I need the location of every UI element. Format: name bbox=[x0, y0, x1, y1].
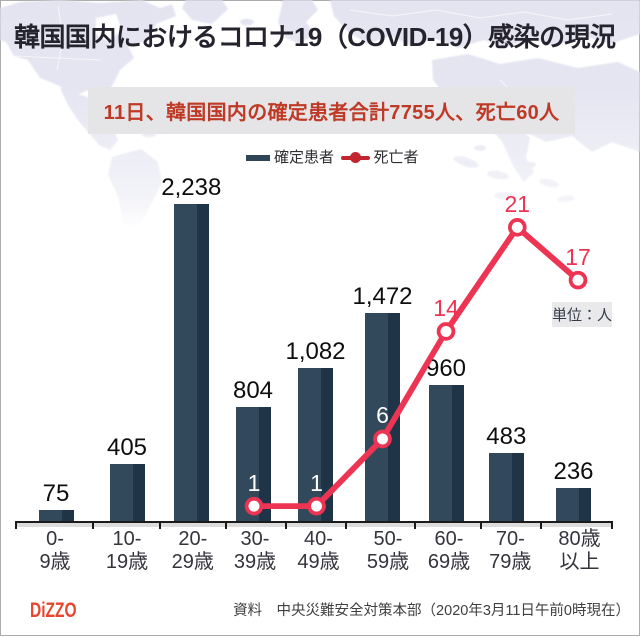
x-axis-shadow bbox=[15, 523, 611, 527]
bar-value-60-69歳: 960 bbox=[425, 355, 467, 382]
x-axis-label-80歳以上: 80歳 以上 bbox=[535, 528, 625, 574]
x-axis-label-60-69歳: 60- 69歳 bbox=[404, 528, 494, 574]
confirmed-legend-swatch bbox=[245, 154, 270, 161]
summary-banner: 11日、韓国国内の確定患者合計7755人、死亡60人 bbox=[88, 87, 575, 134]
bar-value-40-49歳: 1,082 bbox=[285, 338, 346, 365]
bar-shade bbox=[451, 385, 464, 521]
x-axis-tick-6 bbox=[414, 521, 416, 529]
x-axis-tick-7 bbox=[480, 521, 482, 529]
bar-shade bbox=[61, 510, 74, 521]
deaths-value-60-69歳: 14 bbox=[433, 294, 459, 321]
deaths-marker-80歳以上 bbox=[568, 270, 588, 290]
bar-30-39歳 bbox=[235, 407, 271, 521]
x-axis-label-line: 19歳 bbox=[105, 551, 149, 573]
bar-value-70-79歳: 483 bbox=[486, 423, 527, 450]
deaths-legend-label: 死亡者 bbox=[373, 148, 419, 166]
x-axis-tick-3 bbox=[224, 521, 227, 529]
x-axis-tick-1 bbox=[92, 521, 94, 529]
x-axis-tick-5 bbox=[345, 521, 347, 529]
x-axis-line bbox=[15, 521, 613, 523]
x-axis-label-line: 80歳 bbox=[558, 528, 601, 550]
x-axis-label-40-49歳: 40- 49歳 bbox=[274, 528, 364, 574]
bar-value-10-19歳: 405 bbox=[106, 434, 148, 461]
bar-value-20-29歳: 2,238 bbox=[161, 174, 222, 201]
x-axis-label-0-9歳: 0- 9歳 bbox=[10, 528, 100, 574]
x-axis-label-line: 69歳 bbox=[427, 551, 471, 573]
x-axis-tick-9 bbox=[611, 521, 613, 529]
x-axis-label-line: 30- bbox=[240, 528, 270, 550]
deaths-marker-60-69歳 bbox=[436, 322, 456, 341]
deaths-value-30-39歳: 1 bbox=[247, 469, 261, 496]
deaths-marker-70-79歳 bbox=[507, 218, 527, 237]
page-title: 韓国国内におけるコロナ19（COVID-19）感染の現況 bbox=[14, 22, 616, 52]
bar-shade bbox=[196, 204, 209, 521]
x-axis-label-line: 10- bbox=[112, 528, 142, 550]
x-axis-label-line: 20- bbox=[178, 528, 208, 550]
x-axis-tick-2 bbox=[158, 521, 161, 529]
x-axis-tick-8 bbox=[540, 521, 542, 529]
x-axis-label-line: 39歳 bbox=[233, 551, 277, 573]
x-axis-label-line: 0- bbox=[46, 528, 64, 550]
x-axis-label-line: 49歳 bbox=[297, 551, 340, 573]
bar-shade bbox=[321, 368, 333, 521]
x-axis-label-line: 70- bbox=[495, 528, 525, 550]
deaths-value-80歳以上: 17 bbox=[565, 243, 591, 270]
x-axis-tick-4 bbox=[285, 521, 287, 529]
bar-shade bbox=[132, 464, 145, 521]
bar-40-49歳 bbox=[298, 368, 333, 521]
bar-20-29歳 bbox=[173, 204, 209, 521]
bar-shade bbox=[258, 407, 271, 521]
dizzo-logo: DiZZO bbox=[30, 599, 77, 622]
summary-banner-text: 11日、韓国国内の確定患者合計7755人、死亡60人 bbox=[103, 102, 560, 124]
x-axis-label-line: 29歳 bbox=[171, 551, 214, 573]
x-axis-label-line: 40- bbox=[304, 528, 333, 550]
bar-10-19歳 bbox=[109, 464, 145, 521]
x-axis-label-70-79歳: 70- 79歳 bbox=[465, 528, 555, 574]
x-axis-label-10-19歳: 10- 19歳 bbox=[82, 528, 172, 574]
deaths-legend-marker bbox=[341, 152, 370, 163]
x-axis-label-line: 60- bbox=[434, 528, 464, 550]
bar-value-80歳以上: 236 bbox=[553, 458, 594, 485]
x-axis-label-20-29歳: 20- 29歳 bbox=[148, 528, 238, 574]
x-axis-tick-0 bbox=[15, 521, 17, 529]
bar-80歳以上 bbox=[556, 488, 591, 521]
x-axis-label-line: 79歳 bbox=[489, 551, 532, 573]
deaths-value-70-79歳: 21 bbox=[504, 190, 531, 217]
x-axis-label-30-39歳: 30- 39歳 bbox=[210, 528, 300, 574]
deaths-value-40-49歳: 1 bbox=[310, 469, 323, 496]
x-axis-label-line: 59歳 bbox=[366, 551, 410, 573]
bar-value-0-9歳: 75 bbox=[42, 480, 70, 507]
bar-shade bbox=[579, 488, 591, 521]
x-axis-label-line: 9歳 bbox=[39, 551, 71, 573]
bar-value-30-39歳: 804 bbox=[232, 377, 274, 404]
bar-0-9歳 bbox=[38, 510, 74, 521]
deaths-value-50-59歳: 6 bbox=[376, 402, 389, 429]
x-axis-label-line: 50- bbox=[373, 528, 403, 550]
x-axis-label-line: 以上 bbox=[559, 551, 600, 573]
x-axis-label-50-59歳: 50- 59歳 bbox=[343, 528, 433, 574]
confirmed-legend-label: 確定患者 bbox=[274, 148, 335, 166]
source-text: 資料 中央災難安全対策本部（2020年3月11日午前0時現在） bbox=[233, 603, 630, 619]
deaths-legend-dot bbox=[350, 152, 361, 163]
